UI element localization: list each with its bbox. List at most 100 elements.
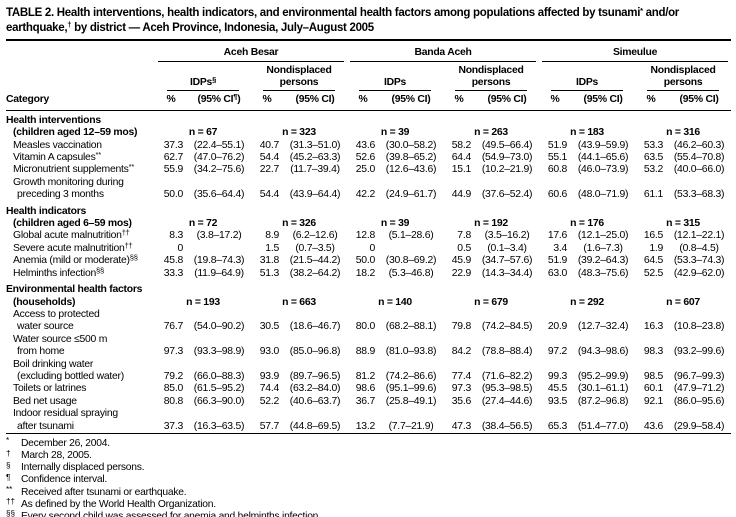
ci-cell: (46.0–73.9) <box>577 164 629 176</box>
ci-cell: (1.6–7.3) <box>583 242 623 254</box>
group-header-aceh-besar: Aceh Besar <box>155 41 347 62</box>
percent-cell: 18.2 <box>355 267 375 279</box>
ci-cell: (44.8–69.5) <box>289 420 341 432</box>
table-row: Boil drinking water (excluding bottled wa… <box>6 359 731 384</box>
title-rule <box>6 39 731 42</box>
percent-cell: 45.9 <box>451 255 471 267</box>
percent-cell: 20.9 <box>547 321 568 333</box>
ci-cell: (42.9–62.0) <box>673 267 725 279</box>
ci-cell: (55.4–70.8) <box>673 152 725 164</box>
percent-cell: 92.1 <box>643 395 664 407</box>
row-label-line: water source <box>17 321 74 333</box>
footnote: § Internally displaced persons. <box>6 461 732 474</box>
subgroup-idps: IDPs§ <box>155 62 251 92</box>
footnote: §§ Every second child was assessed for an… <box>6 509 732 517</box>
subgroup-nondisplaced: Nondisplaced persons <box>251 62 347 92</box>
n-value: n = 263 <box>474 127 508 139</box>
n-value: n = 679 <box>474 296 508 308</box>
n-value: n = 323 <box>282 127 316 139</box>
percent-cell: 22.7 <box>259 164 279 176</box>
ci-cell: (12.7–32.4) <box>577 321 629 333</box>
percent-cell: 0 <box>369 242 375 254</box>
footnote: †† As defined by the World Health Organiz… <box>6 497 732 511</box>
ci-cell <box>187 243 251 255</box>
percent-cell: 85.0 <box>163 383 183 395</box>
ci-cell: (96.7–99.3) <box>673 370 725 382</box>
percent-cell: 98.5 <box>643 370 664 382</box>
ci-cell: (30.0–58.2) <box>385 139 437 151</box>
ci-cell: (45.2–63.3) <box>289 152 341 164</box>
section-header-row: Health indicators <box>6 202 731 218</box>
ci-cell: (81.0–93.8) <box>385 346 437 358</box>
subgroup-idps: IDPs <box>539 62 635 92</box>
ci-cell: (61.5–95.2) <box>193 383 245 395</box>
percent-cell: 30.5 <box>259 321 279 333</box>
percent-header: % <box>155 91 187 111</box>
ci-cell: (40.6–63.7) <box>289 395 341 407</box>
percent-header: % <box>251 91 283 111</box>
row-label: Global acute malnutrition†† <box>6 229 155 242</box>
ci-cell: (43.9–64.4) <box>289 189 341 201</box>
row-label: Bed net usage <box>6 396 155 408</box>
percent-cell: 62.7 <box>163 152 183 164</box>
ci-cell: (47.0–76.2) <box>193 152 245 164</box>
row-label: Micronutrient supplements** <box>6 163 155 176</box>
percent-cell: 74.4 <box>259 383 279 395</box>
percent-cell: 0.5 <box>457 242 471 254</box>
ci-cell: (40.0–66.0) <box>673 164 725 176</box>
row-label-line: Vitamin A capsules** <box>13 149 101 164</box>
ci-cell: (6.2–12.6) <box>292 230 338 242</box>
ci-cell: (48.3–75.6) <box>577 267 629 279</box>
ci-cell: (38.4–56.5) <box>481 420 533 432</box>
ci-cell: (94.3–98.6) <box>577 346 629 358</box>
subgroup-label: IDPs <box>551 77 624 92</box>
percent-cell: 44.9 <box>451 189 471 201</box>
ci-cell: (54.0–90.2) <box>193 321 245 333</box>
percent-cell: 93.5 <box>547 395 568 407</box>
section-header-row: Environmental health factors <box>6 280 731 296</box>
group-label: Aceh Besar <box>158 47 344 62</box>
percent-cell: 60.1 <box>643 383 664 395</box>
percent-cell: 15.1 <box>451 164 471 176</box>
percent-cell: 3.4 <box>553 242 568 254</box>
row-label-line: Helminths infection§§ <box>13 265 104 279</box>
table-row: Micronutrient supplements** 55.9 (34.2–75.… <box>6 163 731 176</box>
percent-cell: 52.2 <box>259 395 279 407</box>
percent-cell: 35.6 <box>451 395 471 407</box>
ci-cell: (86.0–95.6) <box>673 395 725 407</box>
table-header: Aceh Besar Banda Aceh Simeulue IDPs§ Non… <box>6 41 732 111</box>
ci-cell: (37.6–52.4) <box>481 189 533 201</box>
footnote-marker: ** <box>6 485 13 494</box>
section-n-row: (households) n = 193 n = 663 n = 140 n = 679… <box>6 297 731 309</box>
n-value: n = 183 <box>570 127 604 139</box>
row-label-line: (excluding bottled water) <box>17 370 124 382</box>
section-subheader: (children aged 6–59 mos) <box>13 218 132 230</box>
table-row: Water source ≤500 m from home 97.3 (93.3–98… <box>6 334 731 359</box>
percent-cell: 93.9 <box>259 370 279 382</box>
table-row: Measles vaccination 37.3 (22.4–55.1) 40.7 (3… <box>6 140 731 152</box>
percent-cell: 60.8 <box>547 164 568 176</box>
percent-cell: 84.2 <box>451 346 471 358</box>
footnote-text: As defined by the World Health Organizat… <box>21 498 216 510</box>
n-value: n = 193 <box>186 296 220 308</box>
percent-cell: 43.6 <box>355 139 375 151</box>
section-header: Health interventions <box>6 114 101 126</box>
footnote-text: Received after tsunami or earthquake. <box>21 486 187 498</box>
ci-header: (95% CI) <box>283 91 347 111</box>
ci-cell: (11.9–64.9) <box>194 267 244 279</box>
ci-cell: (53.3–68.3) <box>673 189 725 201</box>
ci-cell: (85.0–96.8) <box>289 346 341 358</box>
footnote-text: Every second child was assessed for anem… <box>21 510 321 517</box>
row-label-line: Indoor residual spraying <box>13 408 118 420</box>
ci-cell: (66.3–90.0) <box>193 395 245 407</box>
row-label: Helminths infection§§ <box>6 265 155 280</box>
ci-cell: (0.7–3.5) <box>295 242 335 254</box>
ci-cell: (0.8–4.5) <box>679 242 719 254</box>
n-value: n = 316 <box>666 127 700 139</box>
ci-cell: (5.1–28.6) <box>388 230 434 242</box>
population-subgroup-row: IDPs§ Nondisplaced persons IDPs Nondispl… <box>6 62 731 92</box>
table-row: Access to protected water source 76.7 (54.0… <box>6 309 731 334</box>
ci-cell: (93.3–98.9) <box>193 346 245 358</box>
footnote: † March 28, 2005. <box>6 449 732 462</box>
row-label-line: Boil drinking water <box>13 358 94 370</box>
